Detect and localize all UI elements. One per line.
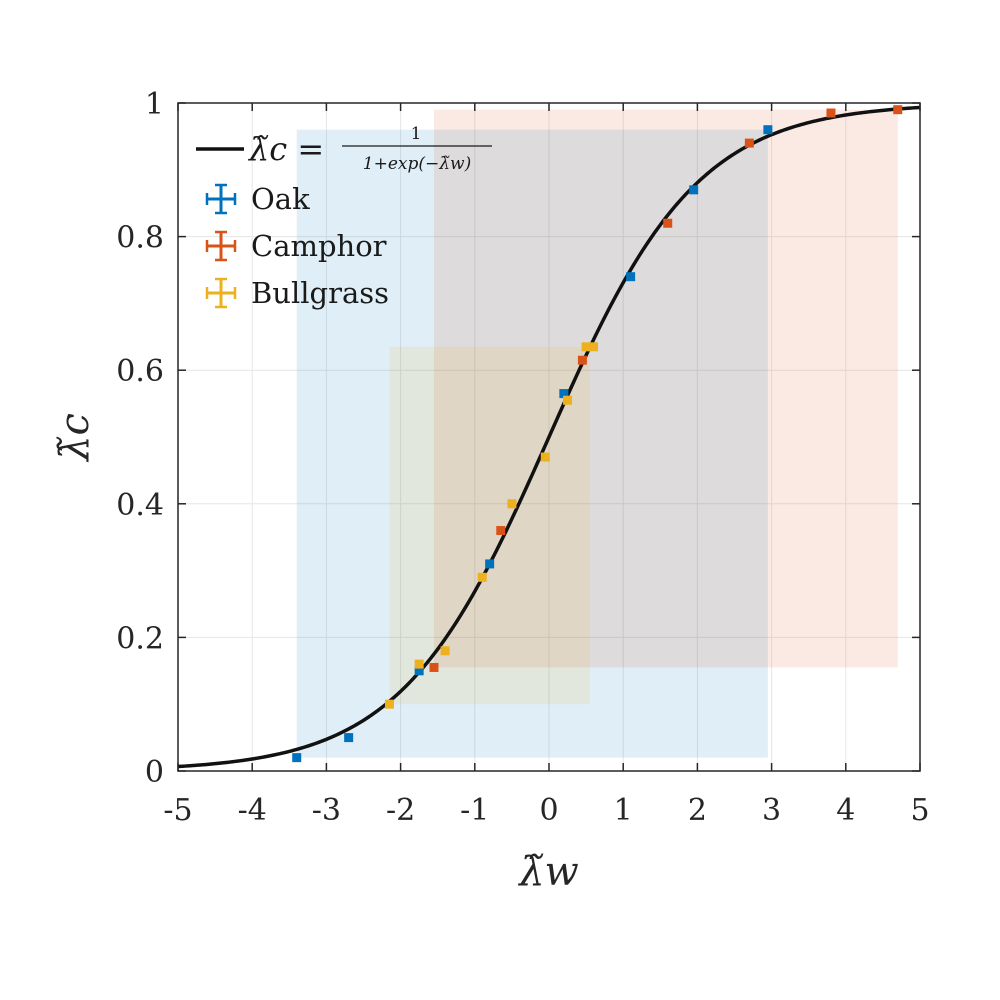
legend-curve-denominator: 1+exp(−λ̃w): [363, 154, 471, 174]
y-tick-label: 0.8: [116, 221, 164, 256]
bullgrass-range-box: [389, 346, 590, 705]
x-tick-label: 2: [688, 793, 707, 828]
bullgrass-point: [384, 699, 394, 709]
camphor-point: [429, 662, 439, 672]
camphor-range-box: [433, 109, 898, 668]
bullgrass-point: [414, 659, 424, 669]
legend-curve-lhs: λ̃c =: [247, 130, 324, 168]
bullgrass-point: [540, 452, 550, 462]
legend-label: Bullgrass: [251, 276, 389, 310]
camphor-point: [826, 108, 836, 118]
y-tick-label: 0.6: [116, 354, 164, 389]
legend-label: Camphor: [251, 229, 387, 263]
camphor-point: [663, 218, 673, 228]
x-tick-label: -1: [460, 793, 489, 828]
legend-curve-numerator: 1: [411, 124, 422, 144]
x-tick-label: 4: [836, 793, 855, 828]
oak-point: [344, 733, 354, 743]
camphor-point: [496, 526, 506, 536]
data-points: [292, 105, 903, 763]
legend-entries: Oak Camphor Bullgrass: [205, 182, 389, 310]
x-tick-label: -5: [163, 793, 192, 828]
y-tick-label: 1: [145, 87, 164, 122]
camphor-point: [577, 355, 587, 365]
range-boxes: [296, 109, 898, 758]
x-tick-label: -3: [312, 793, 341, 828]
bullgrass-point: [563, 395, 573, 405]
grid-lines: [178, 103, 920, 771]
legend-label: Oak: [251, 182, 310, 216]
y-axis-label: λ̃c: [52, 413, 98, 463]
legend-entry-camphor: Camphor: [205, 229, 387, 263]
bullgrass-point: [589, 342, 599, 352]
legend: λ̃c = 1 1+exp(−λ̃w) Oak Camphor Bullgrass: [196, 124, 492, 310]
x-tick-label: 0: [539, 793, 558, 828]
oak-point: [414, 666, 424, 676]
bullgrass-point: [477, 572, 487, 582]
bullgrass-point: [440, 646, 450, 656]
curve-layer: [177, 105, 921, 769]
oak-point: [763, 125, 773, 135]
oak-point: [689, 185, 699, 195]
x-tick-label: -4: [238, 793, 267, 828]
logistic-curve: [177, 105, 921, 769]
oak-point: [559, 389, 569, 399]
x-tick-label: 1: [614, 793, 633, 828]
axis-ticks: -5 -4 -3 -2 -1 0 1 2 3 4 5 0 0.2 0.4 0.6 0.8 1: [116, 87, 929, 828]
bullgrass-point: [507, 499, 517, 509]
camphor-point: [893, 105, 903, 115]
x-tick-label: -2: [386, 793, 415, 828]
x-tick-label: 5: [910, 793, 929, 828]
camphor-point: [744, 138, 754, 148]
oak-point: [485, 559, 495, 569]
bullgrass-point: [581, 342, 591, 352]
oak-point: [292, 753, 302, 763]
legend-entry-oak: Oak: [205, 182, 310, 216]
x-axis-label: λ̃w: [517, 849, 579, 895]
x-tick-label: 3: [762, 793, 781, 828]
y-tick-label: 0.4: [116, 488, 164, 523]
y-tick-label: 0.2: [116, 621, 164, 656]
oak-range-box: [296, 129, 768, 758]
y-tick-label: 0: [145, 755, 164, 790]
oak-point: [626, 272, 636, 282]
legend-entry-bullgrass: Bullgrass: [205, 276, 389, 310]
